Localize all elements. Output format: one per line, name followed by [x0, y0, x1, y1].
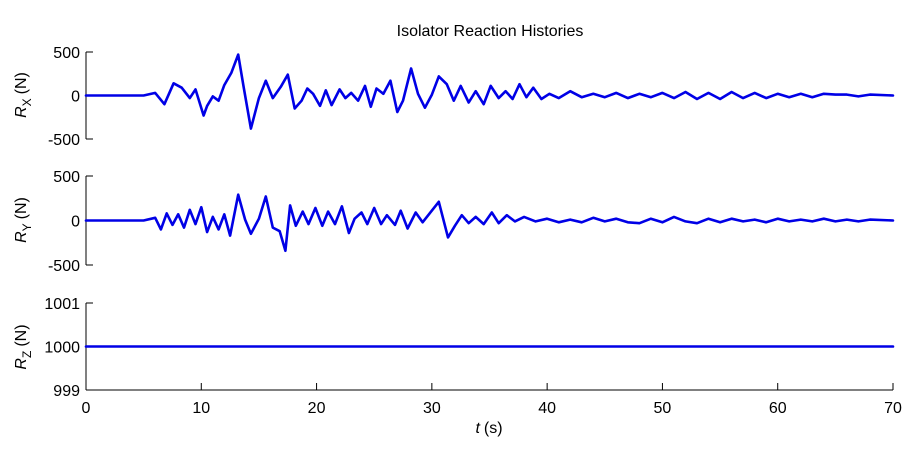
x-tick-label: 40	[538, 400, 556, 417]
x-tick-label: 30	[423, 400, 441, 417]
y-tick-label: 500	[53, 169, 80, 186]
y-tick-label: -500	[48, 258, 80, 275]
x-tick-label: 10	[192, 400, 210, 417]
y-tick-label: 999	[53, 383, 80, 400]
y-label-symbol: R	[13, 358, 30, 370]
y-label-unit: (N)	[13, 324, 30, 346]
y-tick-label: 500	[53, 45, 80, 62]
svg-text:RY(N): RY (N)	[13, 197, 34, 243]
y-tick-label: 0	[71, 214, 80, 231]
y-label-unit: (N)	[13, 72, 30, 94]
x-tick-label: 70	[884, 400, 902, 417]
y-axis-label: RX (N)	[13, 72, 34, 118]
subplot-rx: RX (N) 500 0 -500	[13, 45, 895, 149]
x-tick-label: 20	[308, 400, 326, 417]
y-label-subscript: X	[20, 98, 34, 106]
y-axis-label: RZ (N)	[13, 324, 34, 369]
x-tick-label: 50	[654, 400, 672, 417]
subplot-rz: RZ (N) t (s) 1001 1000 999 0 10 20 30 40 50 60 70	[13, 296, 902, 437]
x-label-symbol: t	[475, 420, 480, 437]
y-label-unit: (N)	[13, 197, 30, 219]
chart-title: Isolator Reaction Histories	[397, 23, 584, 40]
y-label-subscript: Z	[20, 351, 34, 358]
y-tick-label: 1001	[44, 296, 80, 313]
y-label-symbol: R	[13, 106, 30, 118]
svg-text:RX(N): RX (N)	[13, 72, 34, 118]
x-tick-label: 0	[82, 400, 91, 417]
svg-text:RZ(N): RZ (N)	[13, 324, 34, 369]
x-tick-label: 60	[769, 400, 787, 417]
y-tick-label: -500	[48, 132, 80, 149]
subplot-ry: RY (N) 500 0 -500	[13, 169, 895, 275]
series-line	[84, 53, 895, 130]
x-label-unit: (s)	[484, 420, 503, 437]
y-label-symbol: R	[13, 231, 30, 243]
y-axis-label: RY (N)	[13, 197, 34, 243]
y-tick-label: 0	[71, 89, 80, 106]
x-axis-label: t (s)	[475, 420, 502, 437]
y-tick-label: 1000	[44, 340, 80, 357]
y-label-subscript: Y	[20, 223, 34, 231]
series-line	[84, 193, 895, 253]
